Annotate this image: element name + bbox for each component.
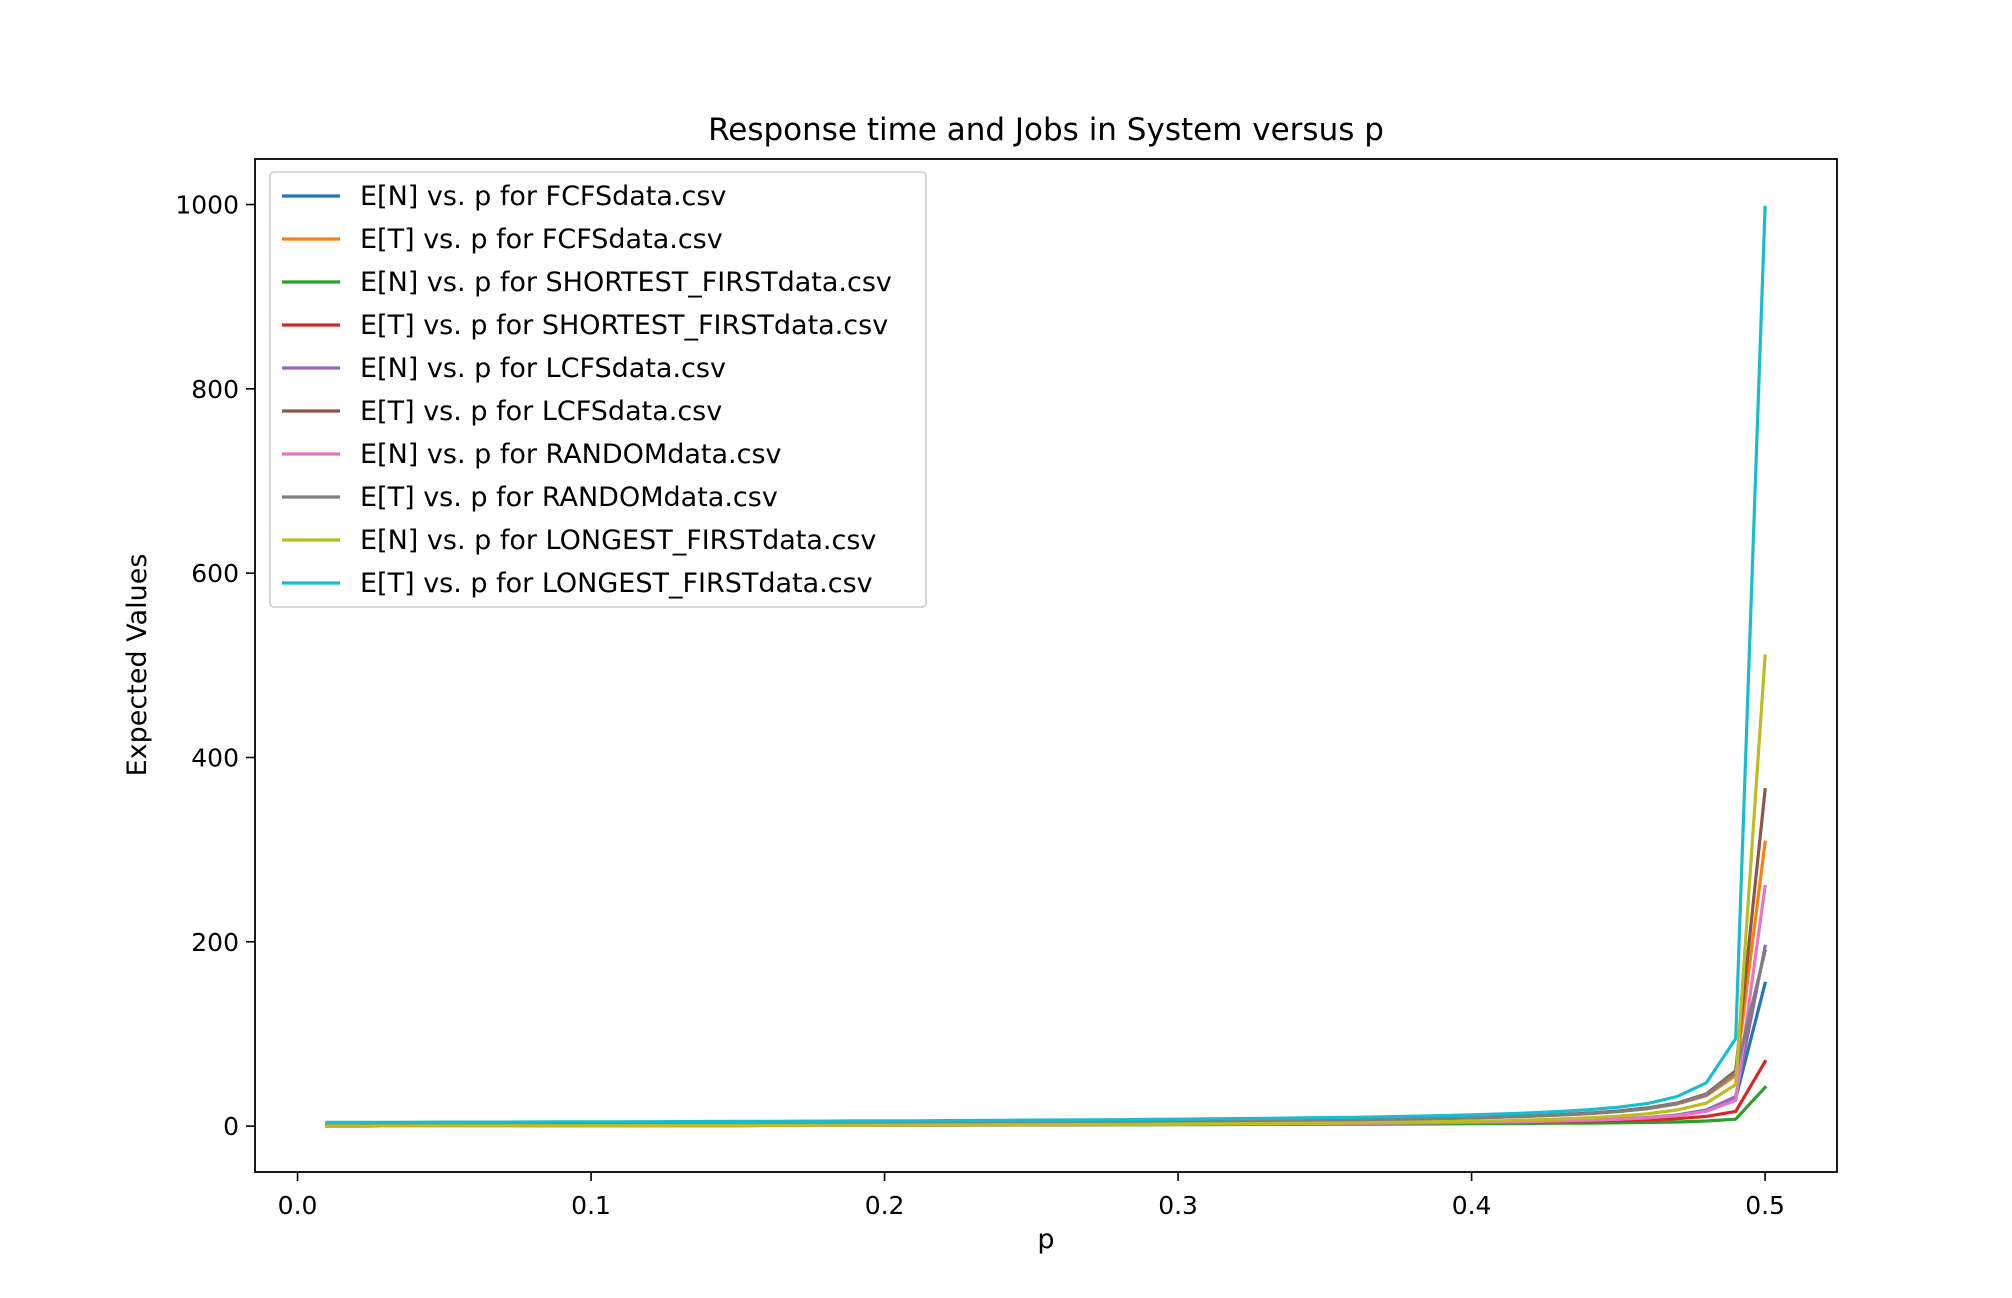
y-tick-label: 1000	[175, 191, 239, 220]
y-tick-label: 800	[191, 375, 239, 404]
legend-box	[269, 171, 927, 608]
x-axis-label: p	[1037, 1224, 1054, 1255]
legend-label: E[T] vs. p for FCFSdata.csv	[360, 224, 723, 255]
x-tick-label: 0.3	[1158, 1191, 1198, 1220]
series-line-9	[325, 654, 1767, 1128]
y-tick-label: 0	[223, 1112, 239, 1141]
x-axis: 0.0 0.1 0.2 0.3 0.4 0.5	[278, 1172, 1785, 1220]
legend-label: E[T] vs. p for RANDOMdata.csv	[360, 482, 778, 513]
legend-label: E[N] vs. p for LCFSdata.csv	[360, 353, 726, 384]
plot-area	[325, 205, 1768, 1128]
y-axis-label: Expected Values	[122, 554, 153, 777]
y-axis: 0 200 400 600 800 1000	[175, 191, 255, 1141]
legend-label: E[T] vs. p for LONGEST_FIRSTdata.csv	[360, 568, 873, 599]
y-tick-label: 400	[191, 743, 239, 772]
chart-title: Response time and Jobs in System versus …	[708, 112, 1384, 148]
legend-label: E[N] vs. p for RANDOMdata.csv	[360, 439, 782, 470]
series-line-8	[325, 949, 1768, 1126]
legend: E[N] vs. p for FCFSdata.csv E[T] vs. p fo…	[269, 171, 927, 608]
axes-frame	[254, 158, 1838, 1173]
legend-label: E[N] vs. p for LONGEST_FIRSTdata.csv	[360, 525, 876, 556]
legend-label: E[T] vs. p for LCFSdata.csv	[360, 396, 722, 427]
x-tick-label: 0.1	[571, 1191, 611, 1220]
x-tick-label: 0.0	[278, 1191, 318, 1220]
legend-label: E[T] vs. p for SHORTEST_FIRSTdata.csv	[360, 310, 888, 341]
series-line-10	[325, 205, 1767, 1125]
x-tick-label: 0.4	[1452, 1191, 1492, 1220]
y-tick-label: 600	[191, 559, 239, 588]
x-tick-label: 0.2	[865, 1191, 905, 1220]
y-tick-label: 200	[191, 928, 239, 957]
legend-label: E[N] vs. p for FCFSdata.csv	[360, 181, 726, 212]
legend-label: E[N] vs. p for SHORTEST_FIRSTdata.csv	[360, 267, 892, 298]
x-tick-label: 0.5	[1745, 1191, 1785, 1220]
